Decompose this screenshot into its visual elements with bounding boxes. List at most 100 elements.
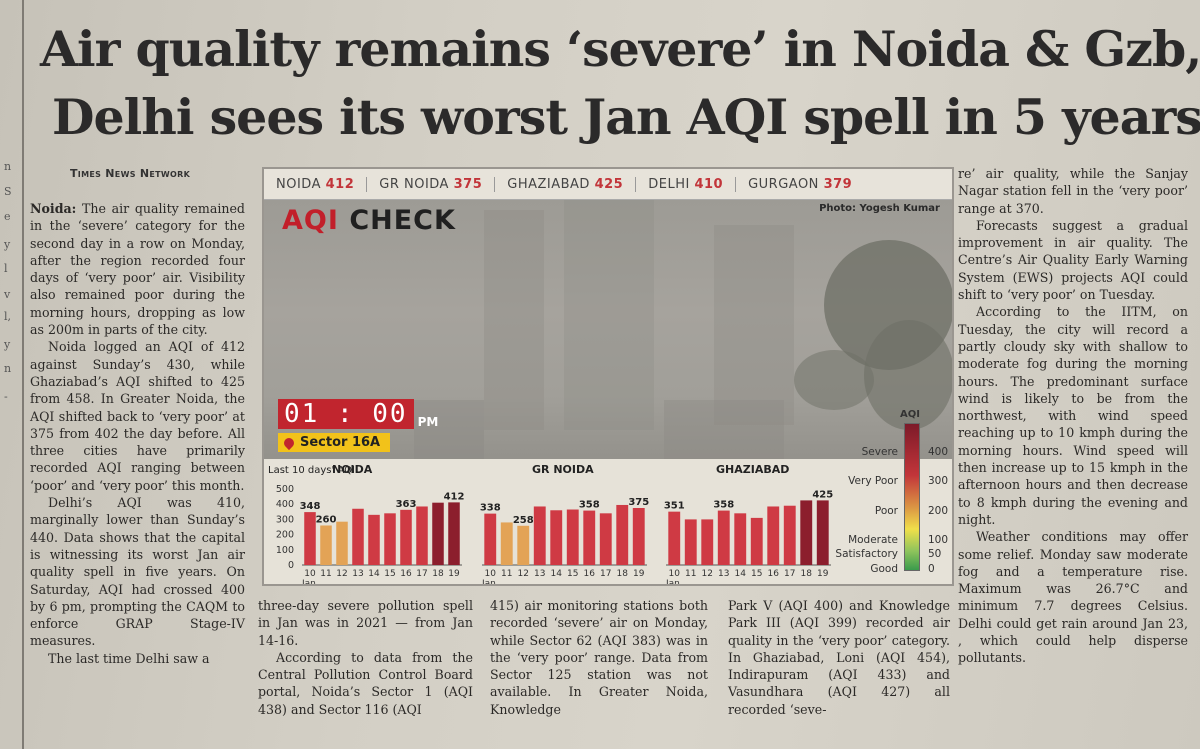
x-month-label: Jan xyxy=(665,579,680,584)
data-label: 351 xyxy=(664,501,685,512)
x-tick-label: 18 xyxy=(617,569,629,579)
chart-caption: Last 10 days' AQI xyxy=(268,465,355,476)
article-paragraph: re’ air quality, while the Sanjay Nagar … xyxy=(958,166,1188,216)
legend-label: Poor xyxy=(874,504,898,517)
bar xyxy=(448,502,460,565)
x-tick-label: 10 xyxy=(669,569,681,579)
legend-value: 400 xyxy=(928,446,949,459)
article-column-right: re’ air quality, while the Sanjay Nagar … xyxy=(958,165,1188,667)
panel-title: GHAZIABAD xyxy=(716,463,789,476)
article-paragraph: Park V (AQI 400) and Knowledge Park III … xyxy=(728,598,950,717)
bar xyxy=(783,505,796,565)
bar xyxy=(336,521,348,565)
x-tick-label: 14 xyxy=(368,569,380,579)
data-label: 412 xyxy=(444,491,465,502)
x-tick-label: 12 xyxy=(518,569,529,579)
legend-value: 300 xyxy=(928,475,949,488)
x-tick-label: 19 xyxy=(633,569,645,579)
legend-label: Good xyxy=(870,563,898,575)
article-paragraph: According to data from the Central Pollu… xyxy=(258,649,473,717)
edge-fragment: l, xyxy=(4,310,12,323)
bar xyxy=(599,513,612,565)
aqi-bar-charts: Last 10 days' AQI 0 100 200 300 400 500 NOIDA 10… xyxy=(268,463,833,584)
bar xyxy=(701,519,714,565)
article-paragraph: Noida logged an AQI of 412 against Sunda… xyxy=(30,339,245,493)
x-tick-label: 14 xyxy=(551,569,563,579)
bar xyxy=(583,510,596,565)
y-tick-label: 100 xyxy=(276,545,294,556)
article-column-2: three-day severe pollution spell in Jan … xyxy=(258,597,473,718)
data-label: 375 xyxy=(628,497,649,508)
x-tick-label: 16 xyxy=(400,569,412,579)
article-paragraph: The last time Delhi saw a xyxy=(48,650,210,666)
legend-value: 50 xyxy=(928,548,942,561)
city-aqi-ghaziabad: GHAZIABAD 425 xyxy=(495,176,637,192)
article-paragraph: According to the IITM, on Tuesday, the c… xyxy=(958,304,1188,527)
article-paragraph: Weather conditions may offer some relief… xyxy=(958,529,1188,666)
city-aqi-gurgaon: GURGAON 379 xyxy=(748,176,853,192)
y-tick-label: 300 xyxy=(276,514,294,525)
bar xyxy=(734,513,747,565)
bar xyxy=(668,511,681,565)
article-column-4: Park V (AQI 400) and Knowledge Park III … xyxy=(728,597,950,718)
x-month-label: Jan xyxy=(481,579,496,584)
article-paragraph: three-day severe pollution spell in Jan … xyxy=(258,598,473,648)
x-tick-label: 15 xyxy=(384,569,395,579)
bar xyxy=(566,509,579,565)
edge-fragment: - xyxy=(4,390,8,403)
bar xyxy=(800,500,813,565)
panel-title: GR NOIDA xyxy=(532,463,594,476)
x-tick-label: 11 xyxy=(685,569,696,579)
x-tick-label: 10 xyxy=(485,569,497,579)
legend-value: 100 xyxy=(928,533,949,546)
article-column-1: Noida: The air quality remained in the ‘… xyxy=(30,200,245,667)
x-tick-label: 17 xyxy=(784,569,795,579)
x-tick-label: 18 xyxy=(801,569,813,579)
bar xyxy=(416,506,428,565)
bar xyxy=(500,522,513,565)
x-tick-label: 13 xyxy=(352,569,363,579)
y-tick-label: 500 xyxy=(276,484,294,495)
bar xyxy=(767,506,780,565)
edge-fragment: e xyxy=(4,210,11,223)
edge-fragment: n xyxy=(4,160,12,173)
article-paragraph: Forecasts suggest a gradual improvement … xyxy=(958,217,1188,303)
bar xyxy=(400,509,412,565)
bar xyxy=(816,500,829,565)
bar xyxy=(352,508,364,565)
x-month-label: Jan xyxy=(301,579,316,584)
x-tick-label: 10 xyxy=(304,569,316,579)
bar xyxy=(717,510,730,565)
bar xyxy=(432,502,444,565)
x-tick-label: 15 xyxy=(567,569,578,579)
clock-digits: 01 : 00 xyxy=(278,399,414,429)
x-tick-label: 13 xyxy=(534,569,545,579)
x-tick-label: 16 xyxy=(584,569,596,579)
edge-fragment: l xyxy=(4,262,8,275)
edge-fragment: y xyxy=(4,238,11,251)
location-tag: Sector 16A xyxy=(278,433,391,452)
clock-pm: PM xyxy=(417,415,439,429)
x-tick-label: 12 xyxy=(336,569,347,579)
edge-fragment: S xyxy=(4,185,12,198)
bar xyxy=(533,506,546,565)
x-tick-label: 19 xyxy=(817,569,829,579)
x-tick-label: 18 xyxy=(432,569,444,579)
y-tick-label: 200 xyxy=(276,530,294,541)
y-tick-label: 400 xyxy=(276,499,294,510)
x-tick-label: 11 xyxy=(501,569,512,579)
x-tick-label: 16 xyxy=(768,569,780,579)
bar xyxy=(384,513,396,565)
dateline: Noida: xyxy=(30,201,77,216)
data-label: 258 xyxy=(513,515,534,526)
graphic-title: AQI CHECK xyxy=(282,205,456,236)
article-paragraph: 415) air monitoring stations both record… xyxy=(490,598,708,717)
city-aqi-band: NOIDA 412 GR NOIDA 375 GHAZIABAD 425 DEL… xyxy=(264,169,952,200)
bar xyxy=(368,514,380,565)
clock-display: 01 : 00 PM xyxy=(278,399,438,429)
edge-fragment: y xyxy=(4,338,11,351)
bar xyxy=(320,525,332,565)
bar xyxy=(484,513,497,565)
